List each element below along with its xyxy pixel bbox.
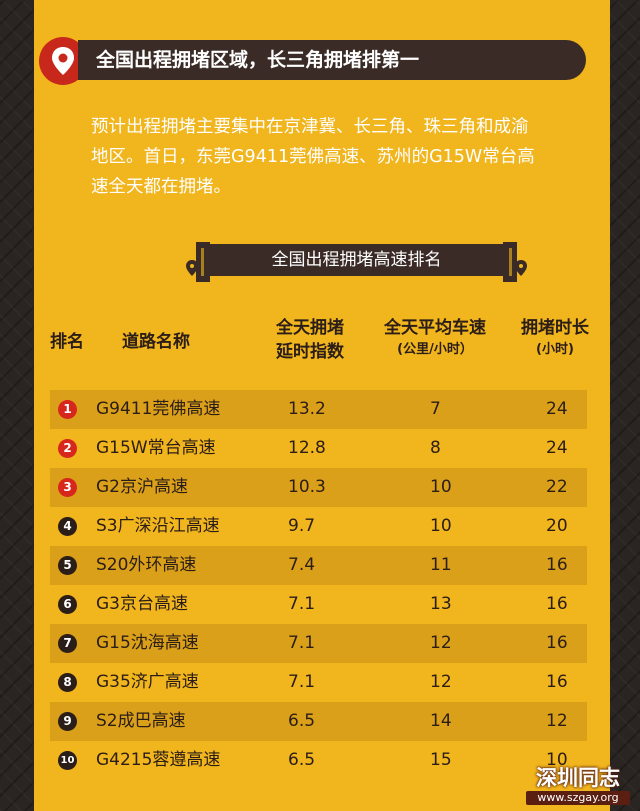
site-watermark: 深圳同志 www.szgay.org — [526, 765, 630, 805]
delay-index: 7.1 — [288, 633, 316, 653]
rank-badge: 10 — [58, 751, 77, 770]
table-row: 9 S2成巴高速 6.5 14 12 — [50, 702, 587, 741]
road-name: G3京台高速 — [96, 594, 188, 614]
delay-index: 7.1 — [288, 672, 316, 692]
intro-line: 速全天都在拥堵。 — [91, 177, 231, 197]
table-row: 4 S3广深沿江高速 9.7 10 20 — [50, 507, 587, 546]
table-row: 10 G4215蓉遵高速 6.5 15 10 — [50, 741, 587, 780]
avg-speed: 10 — [430, 477, 452, 497]
location-pin-icon — [39, 37, 87, 85]
rank-badge: 1 — [58, 400, 77, 419]
delay-index: 13.2 — [288, 399, 326, 419]
rank-badge: 6 — [58, 595, 77, 614]
road-name: G35济广高速 — [96, 672, 199, 692]
header-rank: 排名 — [50, 332, 84, 352]
congestion-hours: 24 — [546, 399, 568, 419]
avg-speed: 11 — [430, 555, 452, 575]
intro-line: 地区。首日，东莞G9411莞佛高速、苏州的G15W常台高 — [91, 147, 535, 167]
watermark-name: 深圳同志 — [536, 766, 620, 790]
table-row: 2 G15W常台高速 12.8 8 24 — [50, 429, 587, 468]
rank-badge: 9 — [58, 712, 77, 731]
header-delay-index-line1: 全天拥堵 — [276, 318, 344, 338]
page-title: 全国出程拥堵区域，长三角拥堵排第一 — [96, 49, 420, 71]
table-row: 6 G3京台高速 7.1 13 16 — [50, 585, 587, 624]
avg-speed: 15 — [430, 750, 452, 770]
congestion-hours: 16 — [546, 555, 568, 575]
congestion-hours: 24 — [546, 438, 568, 458]
avg-speed: 10 — [430, 516, 452, 536]
ribbon-pin-icon — [503, 242, 527, 282]
intro-line: 预计出程拥堵主要集中在京津冀、长三角、珠三角和成渝 — [91, 117, 529, 137]
road-name: S2成巴高速 — [96, 711, 186, 731]
avg-speed: 7 — [430, 399, 441, 419]
delay-index: 12.8 — [288, 438, 326, 458]
header-congestion-time-line1: 拥堵时长 — [521, 318, 589, 338]
header-avg-speed-unit: (公里/小时） — [397, 342, 473, 357]
section-heading: 全国出程拥堵高速排名 — [184, 240, 529, 284]
congestion-hours: 16 — [546, 633, 568, 653]
delay-index: 6.5 — [288, 711, 316, 731]
ribbon-pin-icon — [186, 242, 210, 282]
road-name: G15W常台高速 — [96, 438, 216, 458]
header-delay-index: 全天拥堵 延时指数 — [262, 316, 358, 364]
road-name: G9411莞佛高速 — [96, 399, 221, 419]
avg-speed: 12 — [430, 633, 452, 653]
congestion-hours: 22 — [546, 477, 568, 497]
header-avg-speed: 全天平均车速 (公里/小时） — [365, 316, 505, 360]
road-name: G2京沪高速 — [96, 477, 188, 497]
avg-speed: 8 — [430, 438, 441, 458]
rank-badge: 3 — [58, 478, 77, 497]
congestion-hours: 10 — [546, 750, 568, 770]
congestion-hours: 20 — [546, 516, 568, 536]
delay-index: 10.3 — [288, 477, 326, 497]
table-row: 3 G2京沪高速 10.3 10 22 — [50, 468, 587, 507]
delay-index: 9.7 — [288, 516, 316, 536]
congestion-hours: 16 — [546, 594, 568, 614]
ribbon-bar — [209, 244, 504, 276]
avg-speed: 13 — [430, 594, 452, 614]
section-title: 全国出程拥堵高速排名 — [271, 250, 442, 270]
header-delay-index-line2: 延时指数 — [276, 342, 344, 362]
watermark-url: www.szgay.org — [526, 791, 630, 805]
delay-index: 7.1 — [288, 594, 316, 614]
table-row: 1 G9411莞佛高速 13.2 7 24 — [50, 390, 587, 429]
congestion-hours: 16 — [546, 672, 568, 692]
road-name: G15沈海高速 — [96, 633, 199, 653]
delay-index: 6.5 — [288, 750, 316, 770]
rank-badge: 7 — [58, 634, 77, 653]
ranking-table: 1 G9411莞佛高速 13.2 7 24 2 G15W常台高速 12.8 8 … — [50, 390, 587, 780]
road-name: S20外环高速 — [96, 555, 197, 575]
avg-speed: 12 — [430, 672, 452, 692]
header-congestion-time: 拥堵时长 (小时) — [508, 316, 602, 360]
intro-paragraph: 预计出程拥堵主要集中在京津冀、长三角、珠三角和成渝 地区。首日，东莞G9411莞… — [91, 112, 631, 202]
rank-badge: 2 — [58, 439, 77, 458]
road-name: S3广深沿江高速 — [96, 516, 220, 536]
rank-badge: 4 — [58, 517, 77, 536]
table-row: 8 G35济广高速 7.1 12 16 — [50, 663, 587, 702]
header-congestion-time-unit: (小时) — [536, 342, 574, 357]
congestion-hours: 12 — [546, 711, 568, 731]
table-row: 7 G15沈海高速 7.1 12 16 — [50, 624, 587, 663]
title-banner — [78, 40, 586, 80]
header-road-name: 道路名称 — [122, 332, 190, 352]
rank-badge: 8 — [58, 673, 77, 692]
avg-speed: 14 — [430, 711, 452, 731]
rank-badge: 5 — [58, 556, 77, 575]
road-name: G4215蓉遵高速 — [96, 750, 221, 770]
header-avg-speed-line1: 全天平均车速 — [384, 318, 486, 338]
delay-index: 7.4 — [288, 555, 316, 575]
table-row: 5 S20外环高速 7.4 11 16 — [50, 546, 587, 585]
